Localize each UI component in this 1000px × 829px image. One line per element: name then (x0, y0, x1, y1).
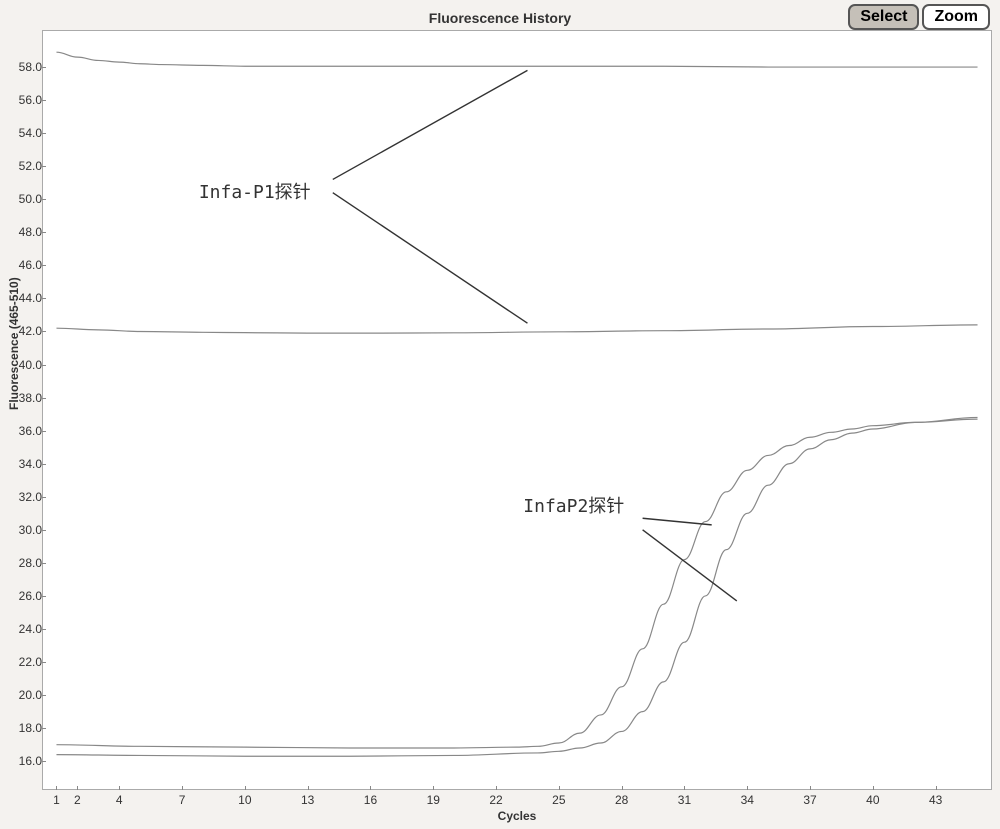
y-tick-label: 46.0 (12, 258, 42, 272)
annotation-line (643, 518, 712, 525)
x-tick-mark (433, 786, 434, 790)
x-tick-label: 16 (364, 793, 377, 807)
x-tick-mark (119, 786, 120, 790)
x-tick-label: 4 (116, 793, 123, 807)
x-tick-mark (182, 786, 183, 790)
curve-p2_left (56, 419, 977, 748)
y-tick-label: 58.0 (12, 60, 42, 74)
x-tick-mark (308, 786, 309, 790)
y-tick-label: 54.0 (12, 126, 42, 140)
x-tick-mark (77, 786, 78, 790)
y-tick-label: 16.0 (12, 754, 42, 768)
y-tick-label: 32.0 (12, 490, 42, 504)
x-tick-label: 7 (179, 793, 186, 807)
x-tick-label: 25 (552, 793, 565, 807)
x-tick-label: 37 (803, 793, 816, 807)
x-tick-mark (684, 786, 685, 790)
x-tick-label: 2 (74, 793, 81, 807)
curve-p1_top (56, 52, 977, 67)
x-tick-label: 22 (489, 793, 502, 807)
x-tick-mark (496, 786, 497, 790)
annotation-infa-p2: InfaP2探针 (523, 492, 624, 518)
y-tick-mark (42, 629, 46, 630)
y-tick-mark (42, 298, 46, 299)
x-tick-label: 40 (866, 793, 879, 807)
y-tick-mark (42, 563, 46, 564)
x-tick-mark (810, 786, 811, 790)
y-tick-label: 30.0 (12, 523, 42, 537)
y-tick-label: 28.0 (12, 556, 42, 570)
x-tick-label: 1 (53, 793, 60, 807)
zoom-button[interactable]: Zoom (922, 4, 990, 30)
x-tick-mark (56, 786, 57, 790)
x-axis-label: Cycles (498, 809, 537, 823)
x-tick-mark (245, 786, 246, 790)
annotation-infa-p1: Infa-P1探针 (199, 178, 311, 204)
y-tick-label: 44.0 (12, 291, 42, 305)
y-tick-mark (42, 497, 46, 498)
x-tick-label: 43 (929, 793, 942, 807)
x-tick-mark (936, 786, 937, 790)
toolbar: Select Zoom (848, 4, 990, 30)
y-tick-mark (42, 265, 46, 266)
chart-svg (42, 30, 992, 790)
annotation-line (333, 193, 528, 324)
y-tick-label: 34.0 (12, 457, 42, 471)
y-tick-label: 40.0 (12, 358, 42, 372)
x-tick-mark (559, 786, 560, 790)
y-tick-mark (42, 133, 46, 134)
y-tick-label: 48.0 (12, 225, 42, 239)
x-tick-label: 31 (678, 793, 691, 807)
y-tick-label: 26.0 (12, 589, 42, 603)
y-tick-mark (42, 464, 46, 465)
y-tick-mark (42, 530, 46, 531)
y-tick-mark (42, 431, 46, 432)
y-tick-label: 20.0 (12, 688, 42, 702)
x-tick-mark (622, 786, 623, 790)
y-tick-label: 50.0 (12, 192, 42, 206)
x-tick-label: 19 (427, 793, 440, 807)
y-tick-mark (42, 398, 46, 399)
y-tick-mark (42, 662, 46, 663)
y-tick-mark (42, 728, 46, 729)
annotation-line (643, 530, 737, 601)
y-tick-mark (42, 199, 46, 200)
y-tick-label: 38.0 (12, 391, 42, 405)
y-tick-mark (42, 761, 46, 762)
curve-p2_right (56, 417, 977, 756)
y-tick-mark (42, 331, 46, 332)
x-tick-mark (873, 786, 874, 790)
y-tick-label: 56.0 (12, 93, 42, 107)
y-tick-label: 18.0 (12, 721, 42, 735)
y-tick-mark (42, 100, 46, 101)
y-tick-mark (42, 232, 46, 233)
annotation-line (333, 70, 528, 179)
y-tick-label: 36.0 (12, 424, 42, 438)
x-tick-label: 28 (615, 793, 628, 807)
x-tick-label: 13 (301, 793, 314, 807)
y-tick-mark (42, 166, 46, 167)
x-tick-label: 10 (238, 793, 251, 807)
y-tick-label: 42.0 (12, 324, 42, 338)
curve-p1_mid (56, 325, 977, 333)
y-tick-label: 22.0 (12, 655, 42, 669)
x-tick-mark (747, 786, 748, 790)
y-tick-mark (42, 596, 46, 597)
select-button[interactable]: Select (848, 4, 919, 30)
x-tick-label: 34 (741, 793, 754, 807)
y-tick-mark (42, 695, 46, 696)
y-tick-mark (42, 365, 46, 366)
y-tick-label: 52.0 (12, 159, 42, 173)
x-tick-mark (370, 786, 371, 790)
y-tick-mark (42, 67, 46, 68)
y-tick-label: 24.0 (12, 622, 42, 636)
